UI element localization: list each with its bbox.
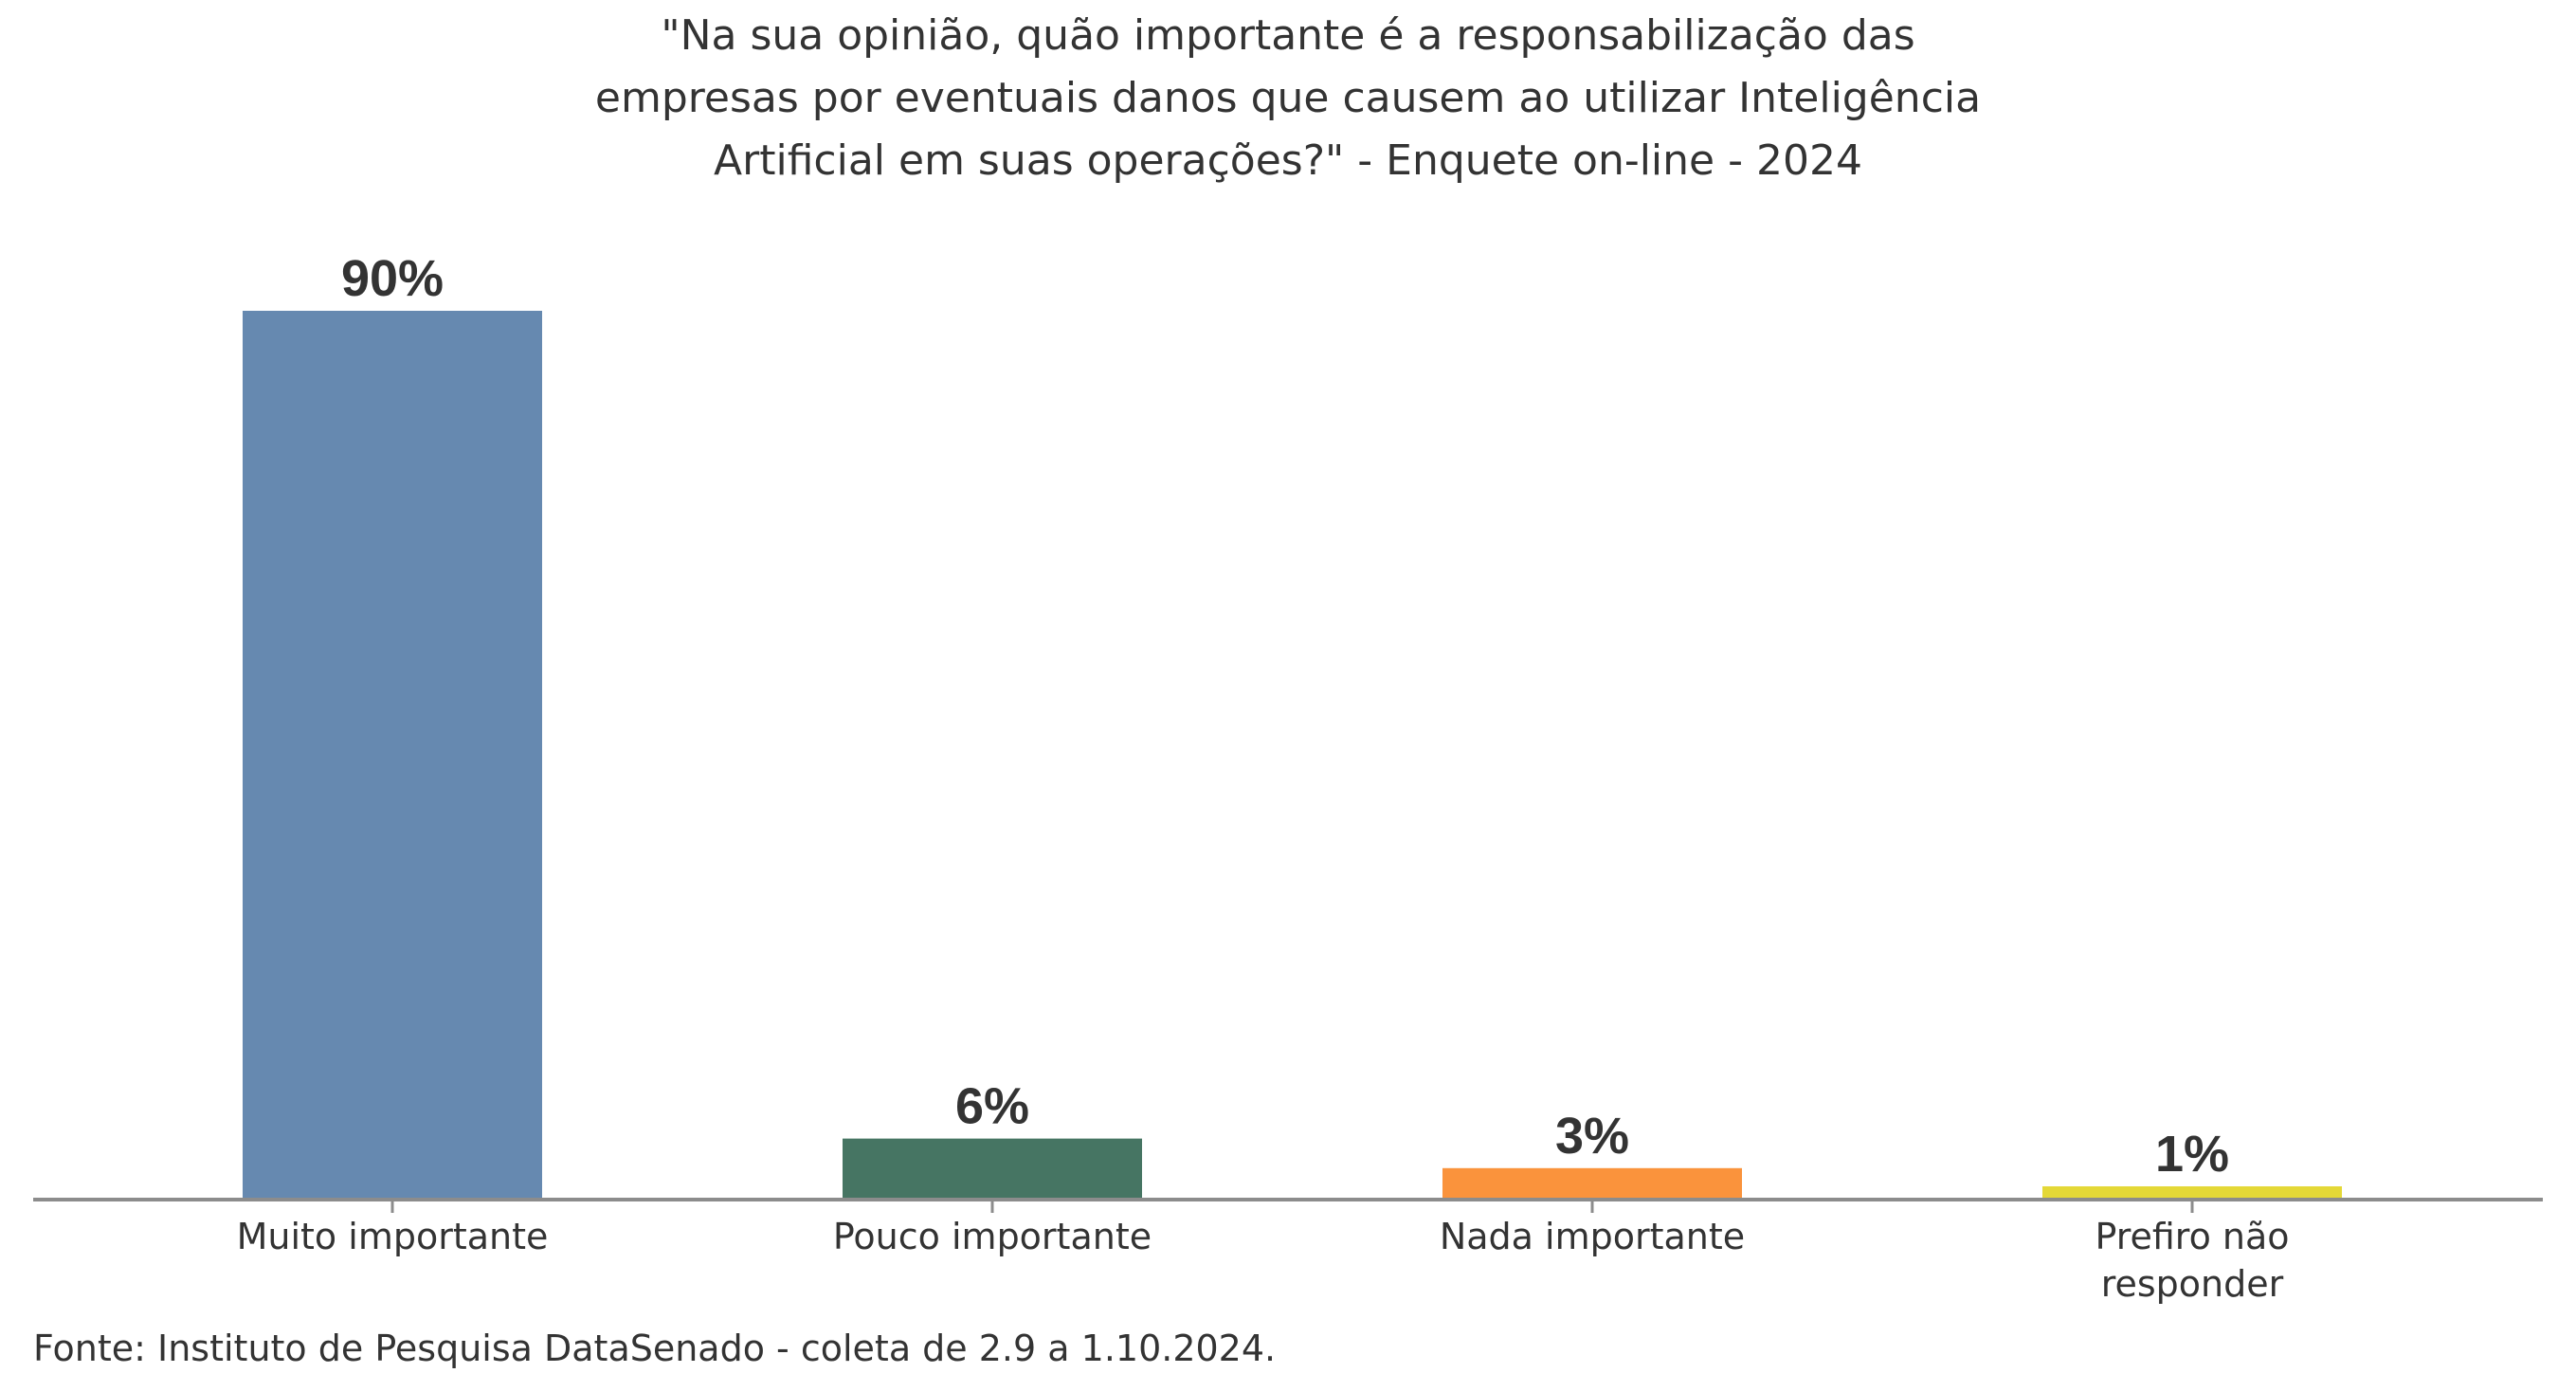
bar — [2042, 1186, 2342, 1198]
chart-title-line: empresas por eventuais danos que causem … — [595, 74, 1981, 122]
bar — [243, 311, 542, 1198]
chart-title: "Na sua opinião, quão importante é a res… — [595, 11, 1981, 185]
x-tick-label: Muito importante — [237, 1216, 549, 1257]
source-note: Fonte: Instituto de Pesquisa DataSenado … — [33, 1328, 1276, 1369]
x-tick-label: Nada importante — [1440, 1216, 1745, 1257]
data-label: 3% — [1555, 1108, 1629, 1165]
x-tick-label: Pouco importante — [833, 1216, 1152, 1257]
bars: 90% 6% 3% 1% — [243, 250, 2342, 1198]
x-tick-label: responder — [2101, 1263, 2284, 1305]
x-axis-ticks: Muito importante Pouco importante Nada imp… — [237, 1200, 2290, 1305]
data-label: 90% — [341, 250, 444, 307]
bar — [843, 1138, 1142, 1198]
bar — [1442, 1167, 1742, 1198]
data-label: 6% — [955, 1078, 1029, 1135]
data-label: 1% — [2155, 1126, 2229, 1183]
x-tick-label: Prefiro não — [2095, 1216, 2289, 1257]
chart-title-line: "Na sua opinião, quão importante é a res… — [661, 11, 1914, 60]
chart-title-line: Artificial em suas operações?" - Enquete… — [714, 136, 1862, 185]
